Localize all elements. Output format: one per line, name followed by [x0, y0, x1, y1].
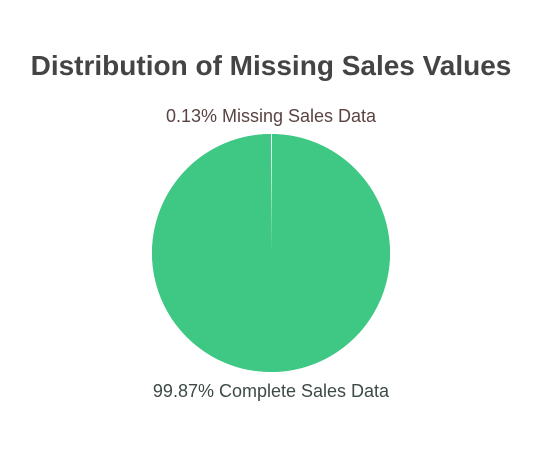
slice-complete[interactable]	[151, 134, 390, 373]
label-complete: 99.87% Complete Sales Data	[153, 381, 390, 401]
slice-missing[interactable]	[270, 132, 273, 254]
chart-title: Distribution of Missing Sales Values	[30, 50, 512, 81]
label-missing: 0.13% Missing Sales Data	[166, 106, 377, 126]
